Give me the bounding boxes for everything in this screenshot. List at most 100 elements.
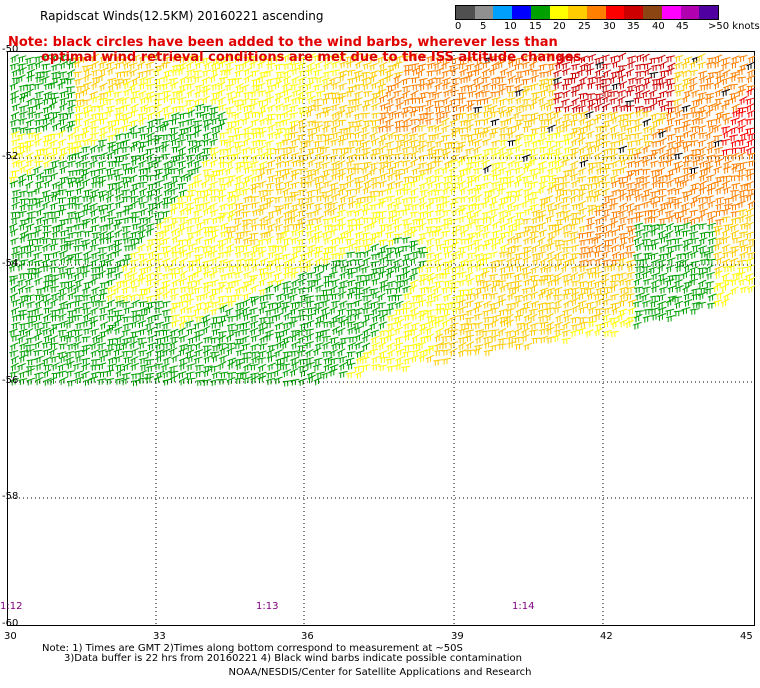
wind-barb bbox=[467, 202, 477, 211]
wind-barb bbox=[529, 112, 539, 120]
wind-barb bbox=[347, 200, 357, 209]
wind-barb bbox=[418, 132, 427, 141]
wind-barb bbox=[185, 371, 195, 379]
wind-barb bbox=[194, 278, 203, 287]
wind-barb bbox=[50, 309, 60, 317]
wind-barb bbox=[27, 62, 37, 70]
wind-barb bbox=[314, 161, 324, 169]
wind-barb bbox=[651, 118, 661, 127]
wind-barb bbox=[402, 117, 411, 127]
wind-barb bbox=[531, 96, 540, 105]
wind-barb bbox=[425, 300, 435, 308]
wind-barb bbox=[114, 133, 124, 141]
wind-barb bbox=[73, 71, 83, 78]
wind-barb bbox=[202, 345, 212, 352]
wind-barb bbox=[209, 365, 219, 373]
wind-barb bbox=[345, 357, 355, 365]
wind-barb bbox=[210, 61, 220, 71]
wind-barb bbox=[289, 131, 299, 139]
wind-barb bbox=[107, 144, 117, 153]
wind-barb bbox=[385, 288, 395, 295]
wind-barb bbox=[547, 145, 556, 154]
wind-barb bbox=[699, 208, 709, 217]
wind-barb bbox=[682, 160, 692, 168]
wind-barb bbox=[298, 271, 307, 280]
wind-barb bbox=[209, 181, 219, 189]
wind-barb bbox=[657, 313, 667, 321]
wind-barb bbox=[144, 105, 154, 114]
wind-barb bbox=[657, 130, 667, 139]
wind-barb bbox=[361, 165, 370, 175]
wind-barb bbox=[266, 56, 276, 65]
wind-barb bbox=[673, 296, 683, 303]
wind-barb bbox=[746, 109, 755, 118]
wind-barb bbox=[384, 118, 394, 127]
wind-barb bbox=[314, 61, 323, 70]
wind-barb bbox=[210, 301, 220, 308]
wind-barb bbox=[633, 132, 643, 140]
wind-barb bbox=[643, 67, 652, 77]
wind-barb bbox=[706, 119, 716, 126]
wind-barb bbox=[163, 216, 173, 224]
wind-barb bbox=[259, 335, 268, 344]
wind-barb bbox=[386, 148, 396, 155]
wind-barb bbox=[602, 69, 612, 78]
wind-barb bbox=[106, 188, 115, 197]
wind-barb bbox=[306, 249, 316, 259]
wind-barb bbox=[153, 313, 162, 321]
wind-barb bbox=[57, 197, 67, 204]
wind-barb bbox=[128, 272, 138, 281]
wind-barb bbox=[128, 62, 138, 70]
wind-barb bbox=[361, 307, 372, 315]
wind-barb bbox=[498, 215, 508, 224]
wind-barb bbox=[99, 131, 108, 140]
wind-barb bbox=[274, 264, 284, 272]
wind-barb bbox=[115, 211, 125, 218]
wind-barb bbox=[105, 110, 114, 118]
wind-barb bbox=[217, 168, 227, 176]
wind-barb bbox=[434, 215, 444, 224]
wind-barb bbox=[498, 146, 507, 155]
wind-barb bbox=[137, 271, 147, 281]
wind-barb bbox=[145, 76, 155, 85]
wind-barb bbox=[233, 294, 243, 301]
wind-barb bbox=[658, 145, 667, 155]
wind-barb bbox=[587, 102, 596, 112]
wind-barb bbox=[528, 101, 538, 111]
wind-barb bbox=[699, 287, 709, 294]
wind-barb bbox=[689, 199, 699, 209]
wind-barb bbox=[409, 229, 418, 239]
wind-barb bbox=[321, 263, 331, 272]
wind-barb bbox=[81, 264, 91, 273]
wind-barb bbox=[441, 134, 451, 142]
wind-barb bbox=[625, 293, 635, 300]
wind-barb bbox=[394, 195, 403, 204]
wind-barb bbox=[419, 326, 428, 335]
wind-barb bbox=[475, 335, 484, 344]
wind-barb bbox=[235, 250, 244, 259]
wind-barb bbox=[378, 239, 388, 246]
wind-barb bbox=[26, 217, 36, 224]
wind-barb bbox=[746, 75, 755, 84]
wind-barb bbox=[361, 132, 370, 141]
wind-barb bbox=[42, 284, 52, 293]
wind-barb bbox=[730, 139, 740, 148]
wind-barb bbox=[706, 258, 716, 266]
wind-barb bbox=[483, 323, 493, 330]
wind-barb bbox=[160, 229, 170, 238]
wind-barb bbox=[233, 126, 243, 134]
colorbar-swatch bbox=[624, 6, 644, 19]
wind-barb bbox=[689, 231, 699, 239]
wind-barb bbox=[155, 123, 165, 133]
wind-barb bbox=[81, 363, 91, 371]
wind-barb bbox=[17, 55, 27, 63]
wind-barb bbox=[153, 307, 163, 314]
wind-barb bbox=[370, 253, 380, 260]
wind-barb bbox=[337, 236, 347, 244]
wind-barb bbox=[195, 103, 205, 112]
wind-barb bbox=[443, 265, 453, 274]
wind-barb bbox=[97, 167, 107, 175]
wind-barb bbox=[706, 146, 716, 155]
wind-barb bbox=[243, 125, 252, 135]
wind-barb bbox=[337, 315, 346, 324]
